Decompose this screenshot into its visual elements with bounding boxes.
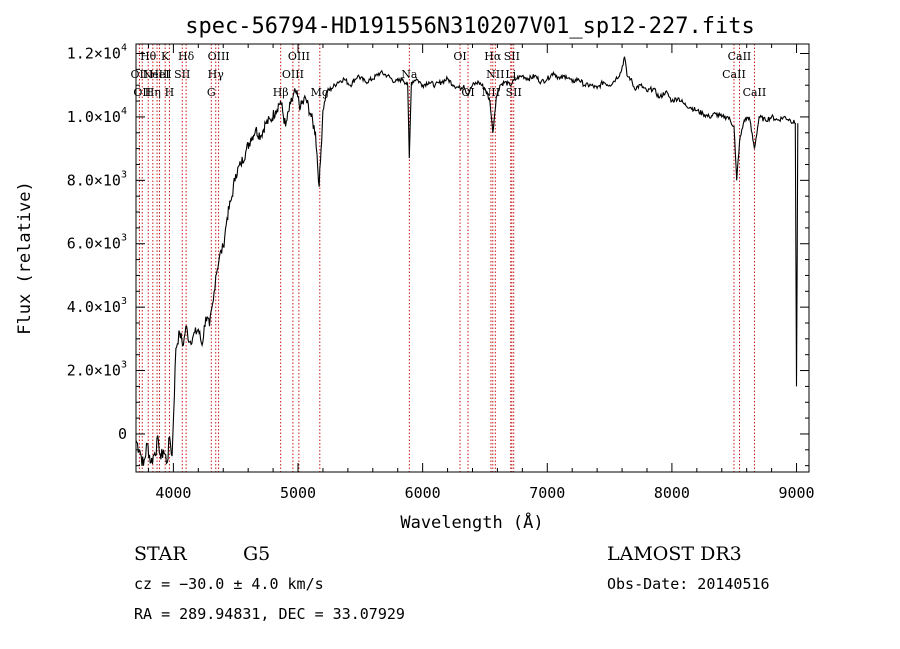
spectral-line-label: Hγ (208, 68, 225, 81)
chart-title: spec-56794-HD191556N310207V01_sp12-227.f… (185, 14, 755, 39)
spectral-line-label: OII (133, 86, 151, 99)
spectral-line-label: SII (504, 50, 520, 63)
y-tick-label: 1.0×104 (67, 106, 127, 126)
spectral-line-label: Hδ (178, 50, 195, 63)
spectral-line-label: OIII (208, 50, 230, 63)
spectral-line-label: SII (506, 86, 522, 99)
y-tick-label: 2.0×103 (67, 360, 127, 380)
spectral-line-label: Hθ (140, 50, 157, 63)
y-tick-mantissa: 6.0×10 (67, 235, 121, 253)
observation-date: Obs-Date: 20140516 (607, 575, 770, 593)
spectral-line-label: OII (131, 68, 149, 81)
spectrum-series-line (135, 56, 799, 467)
spectral-line-label: Hα (484, 50, 502, 63)
y-tick-exponent: 3 (121, 296, 127, 307)
spectral-line-label: SII (174, 68, 190, 81)
spectral-line-label: NeIII (142, 68, 171, 81)
object-subclass: G5 (243, 543, 270, 565)
x-tick-label: 4000 (155, 484, 191, 502)
y-tick-exponent: 3 (121, 233, 127, 244)
spectral-line-label: Na (401, 68, 418, 81)
x-tick-label: 7000 (529, 484, 565, 502)
y-tick-label: 4.0×103 (67, 296, 127, 316)
spectral-line-label: Hη (145, 86, 161, 99)
survey-name: LAMOST DR3 (607, 543, 742, 565)
y-tick-mantissa: 1.2×10 (67, 45, 121, 63)
spectral-line-label: OIII (288, 50, 310, 63)
x-tick-label: 8000 (654, 484, 690, 502)
y-tick-label: 0 (118, 425, 127, 443)
spectral-line-label: NII (482, 86, 500, 99)
spectral-line-label: Li (505, 68, 516, 81)
spectral-line-label: HeI (149, 68, 169, 81)
y-tick-mantissa: 8.0×10 (67, 171, 121, 189)
spectral-line-label: OI (453, 50, 466, 63)
spectral-line-label: CaII (722, 68, 746, 81)
y-tick-exponent: 3 (121, 169, 127, 180)
y-tick-mantissa: 1.0×10 (67, 108, 121, 126)
spectral-line-label: G (207, 86, 216, 99)
y-tick-label: 6.0×103 (67, 233, 127, 253)
spectral-line-label: OIII (282, 68, 304, 81)
spectral-line-label: K (161, 50, 170, 63)
spectral-line-label: Mg (311, 86, 329, 99)
y-axis-label: Flux (relative) (15, 181, 35, 335)
y-tick-mantissa: 4.0×10 (67, 298, 121, 316)
y-tick-label: 1.2×104 (67, 43, 127, 63)
spectral-line-label: CaII (728, 50, 752, 63)
coordinates: RA = 289.94831, DEC = 33.07929 (134, 605, 405, 623)
redshift-velocity: cz = −30.0 ± 4.0 km/s (134, 575, 324, 593)
spectral-line-label: NII (486, 68, 504, 81)
x-axis-label: Wavelength (Å) (400, 511, 543, 533)
x-tick-label: 5000 (280, 484, 316, 502)
x-tick-label: 6000 (405, 484, 441, 502)
x-axis-ticks: 4000 5000 6000 7000 8000 9000 (147, 44, 815, 502)
x-tick-label: 9000 (778, 484, 814, 502)
y-tick-label: 8.0×103 (67, 169, 127, 189)
y-tick-exponent: 4 (121, 106, 127, 117)
spectral-line-label: CaII (743, 86, 767, 99)
spectral-line-label: H (165, 86, 175, 99)
plot-frame (135, 43, 810, 473)
y-tick-exponent: 3 (121, 360, 127, 371)
spectral-line-markers (138, 44, 755, 472)
y-tick-mantissa: 2.0×10 (67, 362, 121, 380)
spectral-line-label: Hβ (273, 86, 289, 99)
object-class: STAR (134, 543, 187, 565)
y-axis-ticks: 02.0×1034.0×1036.0×1038.0×1031.0×1041.2×… (67, 43, 809, 467)
y-tick-exponent: 4 (121, 43, 127, 54)
